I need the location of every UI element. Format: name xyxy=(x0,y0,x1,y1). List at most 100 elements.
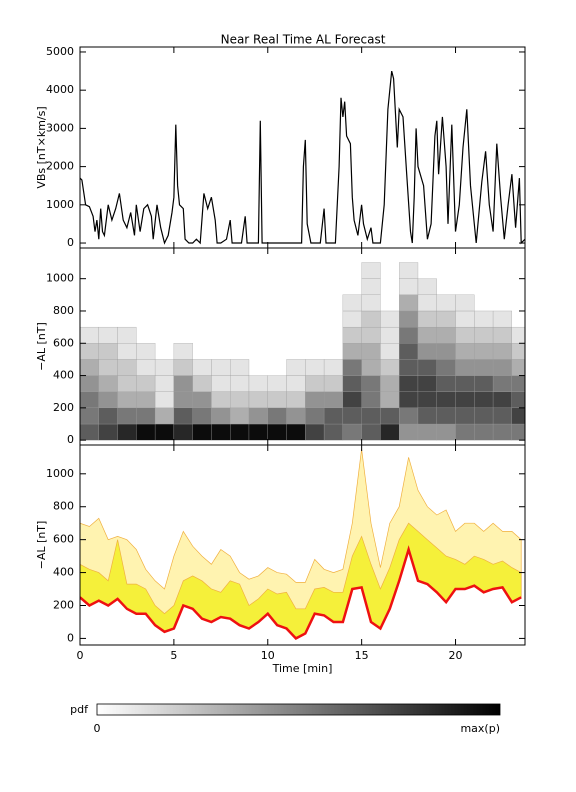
heat-cell xyxy=(211,407,231,425)
heat-cell xyxy=(455,391,475,409)
heat-cell xyxy=(511,359,525,376)
heat-cell xyxy=(380,310,400,328)
heat-cell xyxy=(511,423,525,441)
heat-cell xyxy=(492,391,513,409)
heat-cell xyxy=(80,343,99,360)
heat-cell xyxy=(342,391,362,409)
heat-cell xyxy=(399,294,419,312)
heat-cell xyxy=(361,391,381,409)
heat-cell xyxy=(154,375,175,392)
colorbar-label: pdf xyxy=(70,703,89,716)
y-tick-label: 4000 xyxy=(46,83,74,96)
heat-cell xyxy=(211,359,231,376)
heat-cell xyxy=(117,375,137,392)
heat-cell xyxy=(417,310,437,328)
heat-cell xyxy=(323,407,344,425)
heat-cell xyxy=(136,343,156,360)
x-tick-label: 5 xyxy=(170,649,177,662)
heat-cell xyxy=(361,375,381,392)
heat-cell xyxy=(154,391,175,409)
heat-cell xyxy=(211,375,231,392)
heat-cell xyxy=(305,391,325,409)
heat-cell xyxy=(117,343,137,360)
heat-cell xyxy=(436,294,456,312)
heat-cell xyxy=(323,391,344,409)
heat-cell xyxy=(492,326,513,344)
x-tick-label: 15 xyxy=(355,649,369,662)
heat-cell xyxy=(230,407,250,425)
x-tick-label: 20 xyxy=(449,649,463,662)
heat-cell xyxy=(380,343,400,360)
heat-cell xyxy=(173,359,193,376)
heat-cell xyxy=(98,391,118,409)
heat-cell xyxy=(154,423,175,441)
heat-cell xyxy=(173,407,193,425)
y-tick-label: 2000 xyxy=(46,160,74,173)
y-tick-label: 800 xyxy=(53,304,74,317)
heat-cell xyxy=(98,407,118,425)
heat-cell xyxy=(136,407,156,425)
heat-cell xyxy=(474,391,494,409)
heat-cell xyxy=(136,375,156,392)
heat-cell xyxy=(417,391,437,409)
heat-cell xyxy=(305,407,325,425)
heat-cell xyxy=(248,423,268,441)
heat-cell xyxy=(399,375,419,392)
heat-cell xyxy=(417,278,437,295)
heat-cell xyxy=(323,423,344,441)
heat-cell xyxy=(361,278,381,295)
heat-cell xyxy=(342,375,362,392)
heat-cell xyxy=(286,423,306,441)
heat-cell xyxy=(380,391,400,409)
y-tick-label: 1000 xyxy=(46,198,74,211)
heat-cell xyxy=(286,391,306,409)
heat-cell xyxy=(80,407,99,425)
heat-cell xyxy=(436,423,456,441)
heat-cell xyxy=(455,359,475,376)
heat-cell xyxy=(98,359,118,376)
heat-cell xyxy=(361,343,381,360)
heat-cell xyxy=(436,359,456,376)
colorbar-min: 0 xyxy=(94,722,101,735)
heat-cell xyxy=(511,343,525,360)
y-axis-label: −AL [nT] xyxy=(35,322,48,371)
heat-cell xyxy=(248,375,268,392)
heat-cell xyxy=(492,310,513,328)
heat-cell xyxy=(474,310,494,328)
heat-cell xyxy=(417,359,437,376)
heat-cell xyxy=(492,359,513,376)
y-tick-label: 600 xyxy=(53,533,74,546)
heat-cell xyxy=(474,359,494,376)
plot-frame xyxy=(79,444,526,646)
heat-cell xyxy=(474,326,494,344)
heat-cell xyxy=(80,423,99,441)
heat-cell xyxy=(380,407,400,425)
heat-cell xyxy=(436,407,456,425)
heat-cell xyxy=(436,310,456,328)
heat-cell xyxy=(136,359,156,376)
heat-cell xyxy=(455,407,475,425)
heat-cell xyxy=(399,262,419,279)
y-tick-label: 200 xyxy=(53,598,74,611)
heat-cell xyxy=(117,391,137,409)
heat-cell xyxy=(342,359,362,376)
heat-cell xyxy=(436,343,456,360)
vbs-line xyxy=(80,70,525,245)
heat-cell xyxy=(455,326,475,344)
heat-cell xyxy=(80,326,99,344)
heat-cell xyxy=(399,278,419,295)
heat-cell xyxy=(455,343,475,360)
heat-cell xyxy=(511,326,525,344)
x-tick-label: 10 xyxy=(261,649,275,662)
heat-cell xyxy=(248,407,268,425)
heat-cell xyxy=(361,294,381,312)
heat-cell xyxy=(399,391,419,409)
x-tick-label: 0 xyxy=(77,649,84,662)
heat-cell xyxy=(399,407,419,425)
heat-cell xyxy=(492,407,513,425)
heat-cell xyxy=(511,391,525,409)
heat-cell xyxy=(154,359,175,376)
y-tick-label: 800 xyxy=(53,500,74,513)
heat-cell xyxy=(267,375,287,392)
